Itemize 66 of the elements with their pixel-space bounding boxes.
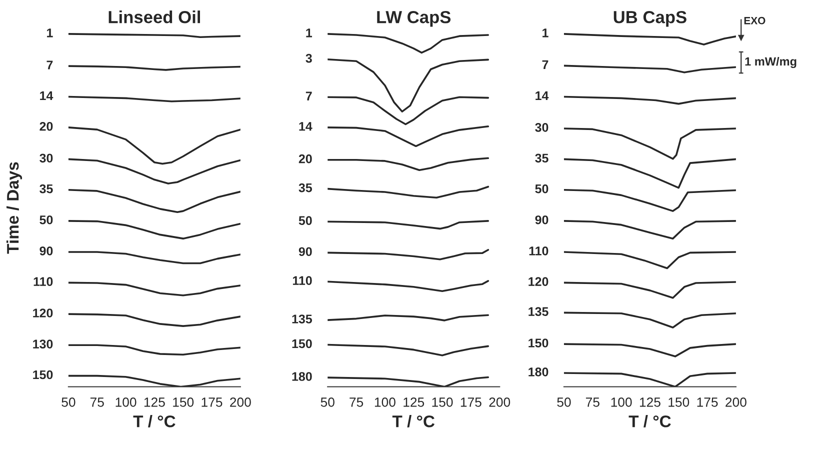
x-tick-label: 200 <box>726 398 746 407</box>
series-label: 20 <box>40 122 53 131</box>
text: 1 mW/mg <box>745 56 796 68</box>
series-label: 50 <box>298 216 312 225</box>
x-tick-label: 125 <box>144 398 165 407</box>
y-axis-title: Time / Days <box>6 162 22 254</box>
series-label: 7 <box>46 60 53 70</box>
text: EXO <box>744 16 766 24</box>
x-axis-title: T / °C <box>628 415 671 428</box>
chart-title: UB CapS <box>614 10 686 27</box>
series-label: 180 <box>292 372 312 381</box>
x-tick-label: 175 <box>697 398 718 407</box>
x-tick-label: 125 <box>404 398 424 407</box>
series-label: 50 <box>535 184 548 194</box>
x-tick-label: 75 <box>350 398 364 407</box>
x-tick-label: 125 <box>640 398 660 407</box>
x-tick-label: 200 <box>489 398 510 407</box>
series-label: 35 <box>298 183 312 192</box>
x-axis-title: T / °C <box>392 415 435 428</box>
series-label: 1 <box>47 28 53 38</box>
series-label: 120 <box>33 308 53 318</box>
series-label: 150 <box>33 370 53 380</box>
series-label: 30 <box>535 123 548 132</box>
series-label: 3 <box>306 54 312 63</box>
series-label: 120 <box>528 277 548 286</box>
x-tick-label: 150 <box>173 398 194 407</box>
x-tick-label: 50 <box>320 398 334 407</box>
x-tick-label: 75 <box>90 398 104 407</box>
series-label: 150 <box>292 339 312 348</box>
series-label: 7 <box>542 60 548 69</box>
series-label: 110 <box>292 276 312 285</box>
series-label: 20 <box>298 154 312 164</box>
series-label: 1 <box>306 28 312 38</box>
series-label: 90 <box>298 247 312 256</box>
series-label: 150 <box>528 338 548 348</box>
series-label: 90 <box>535 215 548 224</box>
x-tick-label: 50 <box>62 398 76 407</box>
x-tick-label: 100 <box>611 398 632 407</box>
x-tick-label: 100 <box>116 398 136 407</box>
x-tick-label: 150 <box>432 398 453 407</box>
x-tick-label: 175 <box>202 398 222 407</box>
series-label: 135 <box>528 307 548 316</box>
x-tick-label: 150 <box>668 398 690 407</box>
x-tick-label: 100 <box>374 398 396 407</box>
x-axis-title: T / °C <box>133 415 176 428</box>
series-label: 7 <box>306 92 312 100</box>
series-label: 90 <box>40 246 53 256</box>
series-label: 110 <box>529 246 548 256</box>
series-label: 130 <box>33 340 53 348</box>
series-label: 14 <box>299 122 312 131</box>
series-label: 35 <box>40 184 53 194</box>
series-label: 50 <box>40 215 53 224</box>
series-label: 35 <box>535 154 548 163</box>
x-tick-label: 75 <box>586 398 600 407</box>
x-tick-label: 175 <box>460 398 482 407</box>
x-tick-label: 200 <box>230 398 251 407</box>
chart-title: LW CapS <box>377 10 451 27</box>
x-tick-label: 50 <box>557 398 571 407</box>
series-label: 30 <box>40 154 53 163</box>
series-label: 1 <box>542 28 548 38</box>
series-label: 14 <box>536 91 549 100</box>
series-label: 110 <box>34 277 53 286</box>
series-label: 14 <box>40 91 54 100</box>
series-label: 135 <box>292 314 312 324</box>
series-label: 180 <box>528 367 548 376</box>
chart-title: Linseed Oil <box>108 10 200 24</box>
